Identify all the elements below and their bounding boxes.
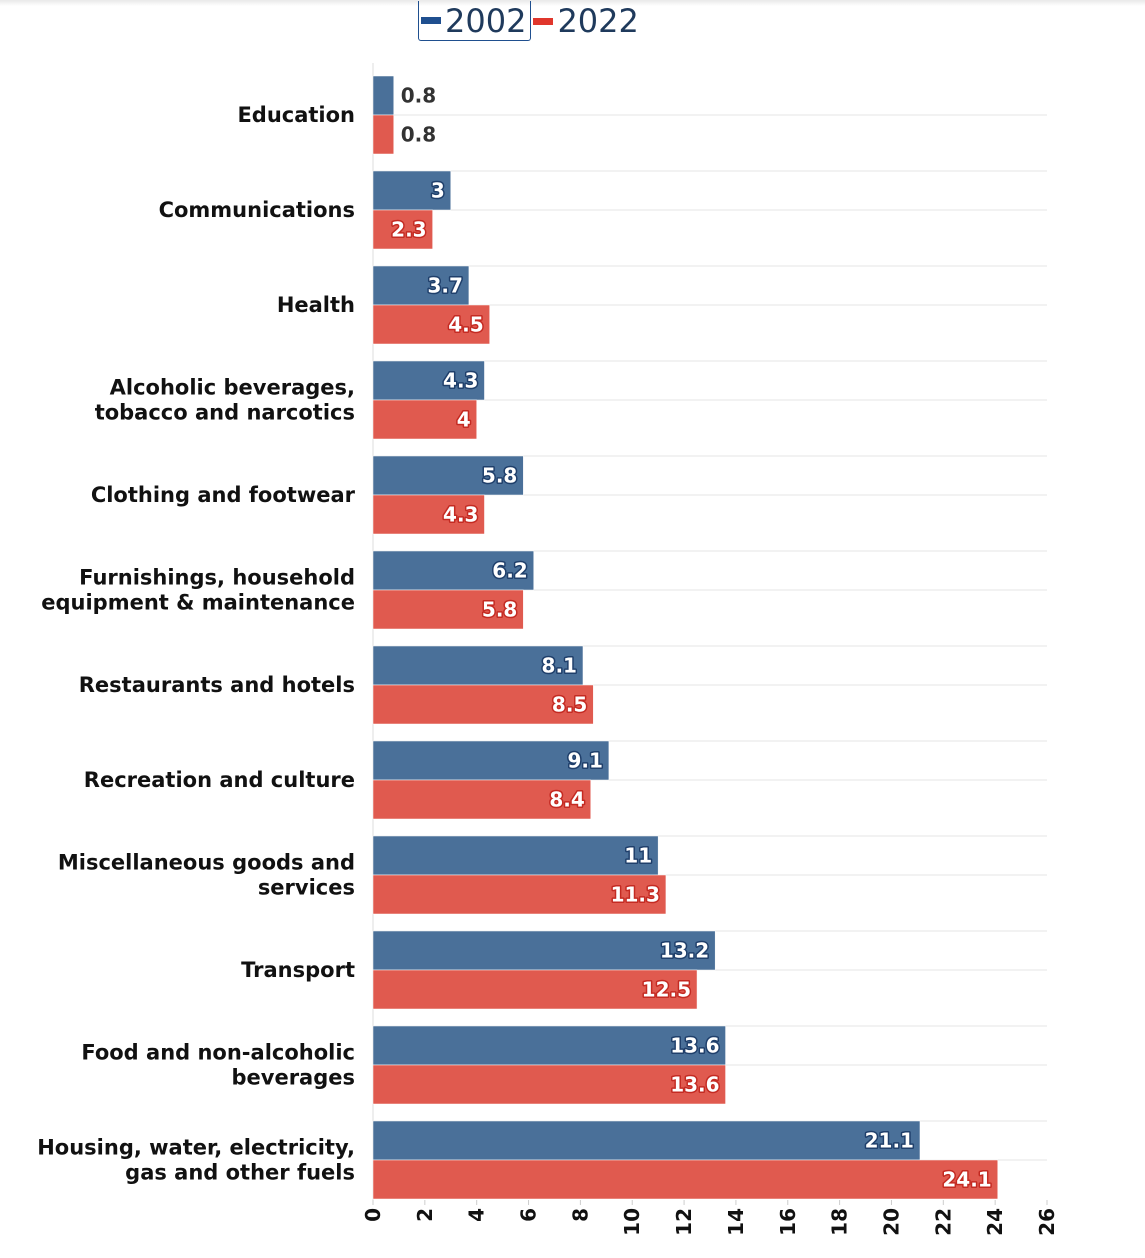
value-label-2002-7: 9.1 [567,749,602,773]
x-tick-label: 14 [724,1208,748,1236]
value-label-2002-2: 3.7 [427,274,462,298]
legend-swatch-2022 [533,17,554,25]
value-label-2002-4: 5.8 [482,464,517,488]
bar-2002-10 [372,1025,726,1066]
bar-2022-1 [372,209,433,250]
bar-2002-2 [372,265,470,306]
legend-label-2002: 2002 [445,1,527,40]
category-label: Education [237,103,355,127]
value-label-2002-5: 6.2 [492,559,527,583]
value-label-2022-1: 2.3 [391,218,426,242]
bar-2022-9 [372,969,698,1010]
value-label-2022-8: 11.3 [611,883,660,907]
category-label: Alcoholic beverages, [110,376,355,400]
x-tick-label: 10 [620,1208,644,1236]
bar-2022-10 [372,1064,726,1105]
bar-2022-7 [372,779,592,820]
category-label: Transport [241,958,355,982]
bar-2002-5 [372,550,534,591]
category-label: Food and non-alcoholic [81,1041,355,1065]
value-label-2002-0: 0.8 [401,84,436,108]
category-label: Restaurants and hotels [79,673,355,697]
value-label-2022-11: 24.1 [942,1168,991,1192]
category-label: Miscellaneous goods and [58,851,355,875]
bar-2002-7 [372,740,610,781]
value-label-2002-8: 11 [624,844,652,868]
category-label: services [258,876,355,900]
x-tick-label: 2 [413,1208,437,1222]
x-tick-label: 22 [931,1208,955,1236]
bar-2022-8 [372,874,667,915]
x-tick-label: 12 [672,1208,696,1236]
category-label: gas and other fuels [125,1161,355,1185]
legend-item-2022[interactable]: 2022 [531,1,642,41]
bar-2022-6 [372,684,594,725]
value-label-2022-4: 4.3 [443,503,478,527]
value-label-2002-3: 4.3 [443,369,478,393]
x-tick-label: 16 [776,1208,800,1236]
x-tick-label: 26 [1035,1208,1059,1236]
x-tick-label: 24 [983,1208,1007,1236]
value-label-2022-9: 12.5 [642,978,691,1002]
legend-item-2002[interactable]: 2002 [418,1,532,41]
category-label: Housing, water, electricity, [37,1136,355,1160]
bar-2022-5 [372,589,524,630]
bar-2002-11 [372,1120,921,1161]
x-tick-label: 4 [465,1208,489,1222]
legend-swatch-2002 [421,17,441,24]
value-label-2022-2: 4.5 [448,313,483,337]
bar-2002-0 [372,75,394,116]
category-label: beverages [231,1066,355,1090]
value-label-2002-9: 13.2 [660,939,709,963]
value-label-2002-6: 8.1 [542,654,577,678]
value-label-2022-0: 0.8 [401,123,436,147]
x-tick-label: 6 [517,1208,541,1222]
value-label-2002-1: 3 [431,179,445,203]
x-tick-label: 18 [828,1208,852,1236]
bar-2022-11 [372,1159,998,1200]
bar-2002-1 [372,170,452,211]
value-label-2022-7: 8.4 [549,788,584,812]
top-shade [0,0,1145,6]
category-label: Clothing and footwear [91,483,356,507]
bar-2002-9 [372,930,716,971]
bar-2022-3 [372,399,477,440]
value-label-2002-11: 21.1 [865,1129,914,1153]
bar-2022-4 [372,494,485,535]
value-label-2022-3: 4 [457,408,471,432]
category-label: equipment & maintenance [41,591,355,615]
legend-label-2022: 2022 [557,2,639,40]
value-label-2002-10: 13.6 [670,1034,719,1058]
x-tick-label: 20 [879,1208,903,1236]
category-label: Health [277,293,355,317]
value-label-2022-5: 5.8 [482,598,517,622]
bar-2022-0 [372,114,394,155]
legend: 2002 2022 [418,0,643,42]
value-label-2022-6: 8.5 [552,693,587,717]
x-tick-label: 0 [361,1208,385,1222]
bar-2002-8 [372,835,659,876]
bar-2022-2 [372,304,490,345]
bar-2002-4 [372,455,524,496]
category-label: Recreation and culture [84,768,355,792]
category-label: Furnishings, household [79,566,355,590]
bar-2002-6 [372,645,584,686]
category-label: Communications [159,198,355,222]
category-label: tobacco and narcotics [95,401,355,425]
value-label-2022-10: 13.6 [670,1073,719,1097]
x-tick-label: 8 [568,1208,592,1222]
